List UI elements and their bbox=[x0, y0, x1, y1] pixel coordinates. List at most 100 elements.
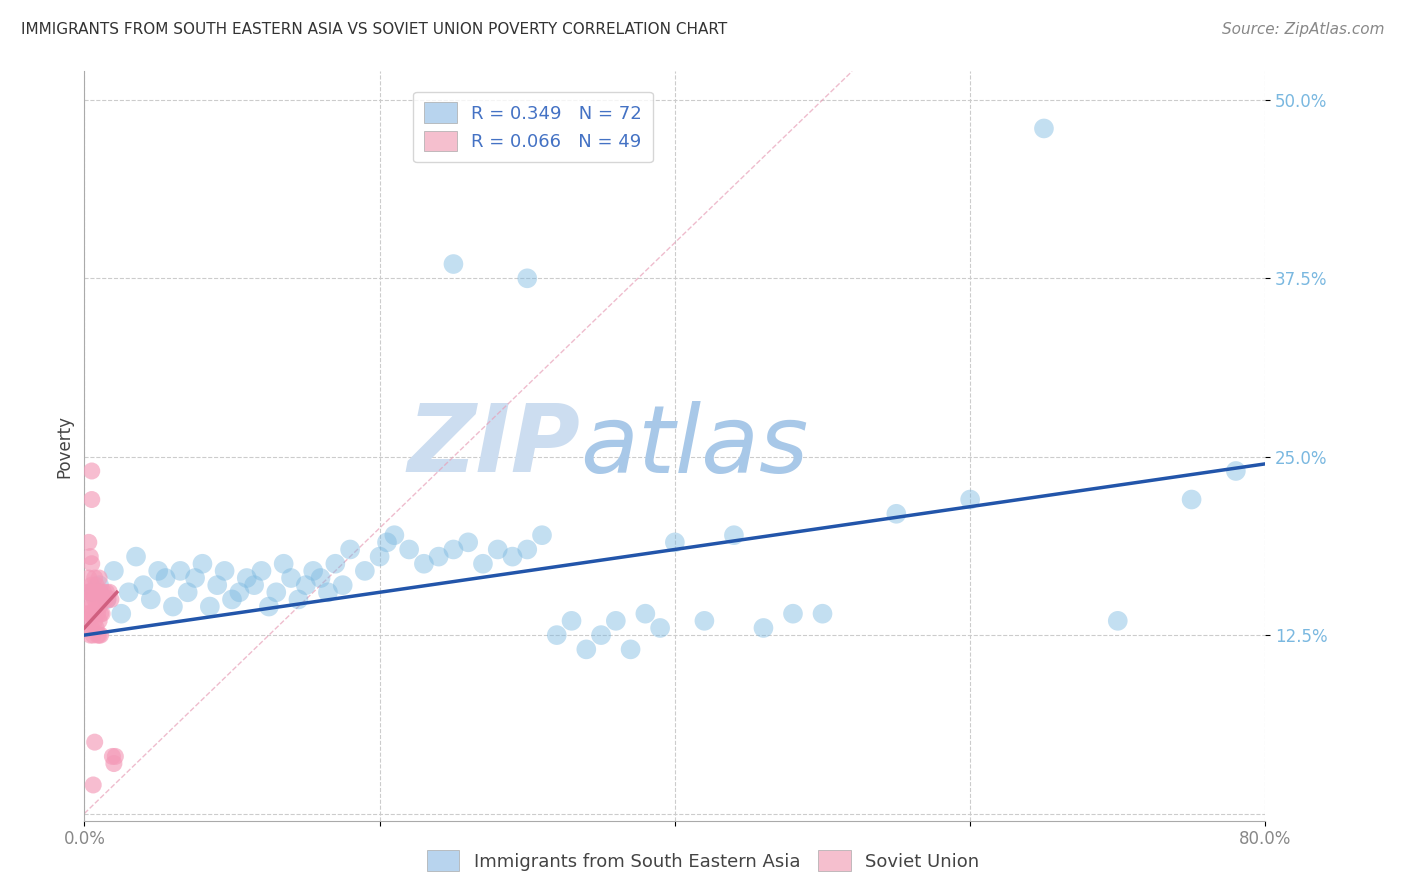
Point bbox=[79, 628, 101, 642]
Point bbox=[155, 571, 177, 585]
Point bbox=[1107, 614, 1129, 628]
Point bbox=[90, 585, 112, 599]
Point bbox=[382, 528, 406, 542]
Point bbox=[101, 749, 124, 764]
Point bbox=[87, 578, 111, 592]
Point bbox=[82, 607, 104, 621]
Point bbox=[169, 564, 191, 578]
Point bbox=[250, 564, 273, 578]
Point bbox=[221, 592, 243, 607]
Point bbox=[886, 507, 908, 521]
Point bbox=[280, 571, 302, 585]
Point bbox=[650, 621, 672, 635]
Y-axis label: Poverty: Poverty bbox=[55, 415, 73, 477]
Point bbox=[80, 557, 103, 571]
Point bbox=[97, 592, 120, 607]
Point bbox=[752, 621, 775, 635]
Point bbox=[316, 585, 339, 599]
Point bbox=[87, 585, 111, 599]
Point bbox=[148, 564, 170, 578]
Point bbox=[295, 578, 318, 592]
Point bbox=[91, 607, 114, 621]
Point bbox=[98, 585, 121, 599]
Point bbox=[118, 585, 141, 599]
Point bbox=[84, 578, 107, 592]
Point bbox=[591, 628, 613, 642]
Point bbox=[96, 585, 118, 599]
Point bbox=[486, 542, 509, 557]
Point bbox=[80, 578, 103, 592]
Point bbox=[94, 592, 117, 607]
Point bbox=[516, 542, 538, 557]
Point bbox=[90, 607, 112, 621]
Point bbox=[198, 599, 221, 614]
Point bbox=[664, 535, 686, 549]
Point bbox=[236, 571, 259, 585]
Text: atlas: atlas bbox=[581, 401, 808, 491]
Point bbox=[82, 628, 104, 642]
Point bbox=[103, 756, 125, 771]
Text: Source: ZipAtlas.com: Source: ZipAtlas.com bbox=[1222, 22, 1385, 37]
Point bbox=[76, 607, 98, 621]
Point bbox=[177, 585, 200, 599]
Point bbox=[228, 585, 250, 599]
Point bbox=[266, 585, 288, 599]
Point bbox=[83, 735, 105, 749]
Point bbox=[103, 564, 125, 578]
Point bbox=[723, 528, 745, 542]
Point bbox=[104, 749, 127, 764]
Point bbox=[531, 528, 554, 542]
Point bbox=[84, 621, 107, 635]
Point bbox=[398, 542, 420, 557]
Point bbox=[1181, 492, 1204, 507]
Point bbox=[80, 585, 103, 599]
Point bbox=[139, 592, 162, 607]
Point bbox=[184, 571, 207, 585]
Point bbox=[86, 607, 108, 621]
Point bbox=[620, 642, 643, 657]
Point bbox=[82, 778, 104, 792]
Point bbox=[959, 492, 981, 507]
Point bbox=[110, 607, 132, 621]
Point bbox=[82, 585, 104, 599]
Point bbox=[257, 599, 280, 614]
Point bbox=[413, 557, 436, 571]
Point bbox=[77, 535, 100, 549]
Point bbox=[546, 628, 568, 642]
Point bbox=[287, 592, 309, 607]
Point bbox=[575, 642, 598, 657]
Point bbox=[132, 578, 155, 592]
Point bbox=[84, 599, 107, 614]
Point bbox=[693, 614, 716, 628]
Point bbox=[80, 464, 103, 478]
Point bbox=[93, 585, 115, 599]
Point bbox=[91, 592, 114, 607]
Point bbox=[605, 614, 627, 628]
Point bbox=[782, 607, 804, 621]
Point bbox=[87, 614, 111, 628]
Point bbox=[83, 592, 105, 607]
Point bbox=[375, 535, 398, 549]
Point bbox=[86, 585, 108, 599]
Point bbox=[368, 549, 391, 564]
Point bbox=[162, 599, 184, 614]
Point bbox=[354, 564, 377, 578]
Point bbox=[83, 571, 105, 585]
Point bbox=[309, 571, 332, 585]
Text: IMMIGRANTS FROM SOUTH EASTERN ASIA VS SOVIET UNION POVERTY CORRELATION CHART: IMMIGRANTS FROM SOUTH EASTERN ASIA VS SO… bbox=[21, 22, 727, 37]
Text: ZIP: ZIP bbox=[408, 400, 581, 492]
Point bbox=[191, 557, 214, 571]
Point bbox=[79, 607, 101, 621]
Point bbox=[79, 549, 101, 564]
Point bbox=[83, 614, 105, 628]
Point bbox=[273, 557, 295, 571]
Point bbox=[77, 614, 100, 628]
Point bbox=[427, 549, 450, 564]
Point bbox=[302, 564, 325, 578]
Legend: Immigrants from South Eastern Asia, Soviet Union: Immigrants from South Eastern Asia, Sovi… bbox=[419, 843, 987, 879]
Legend: R = 0.349   N = 72, R = 0.066   N = 49: R = 0.349 N = 72, R = 0.066 N = 49 bbox=[413, 92, 652, 162]
Point bbox=[77, 571, 100, 585]
Point bbox=[87, 599, 111, 614]
Point bbox=[811, 607, 834, 621]
Point bbox=[87, 571, 111, 585]
